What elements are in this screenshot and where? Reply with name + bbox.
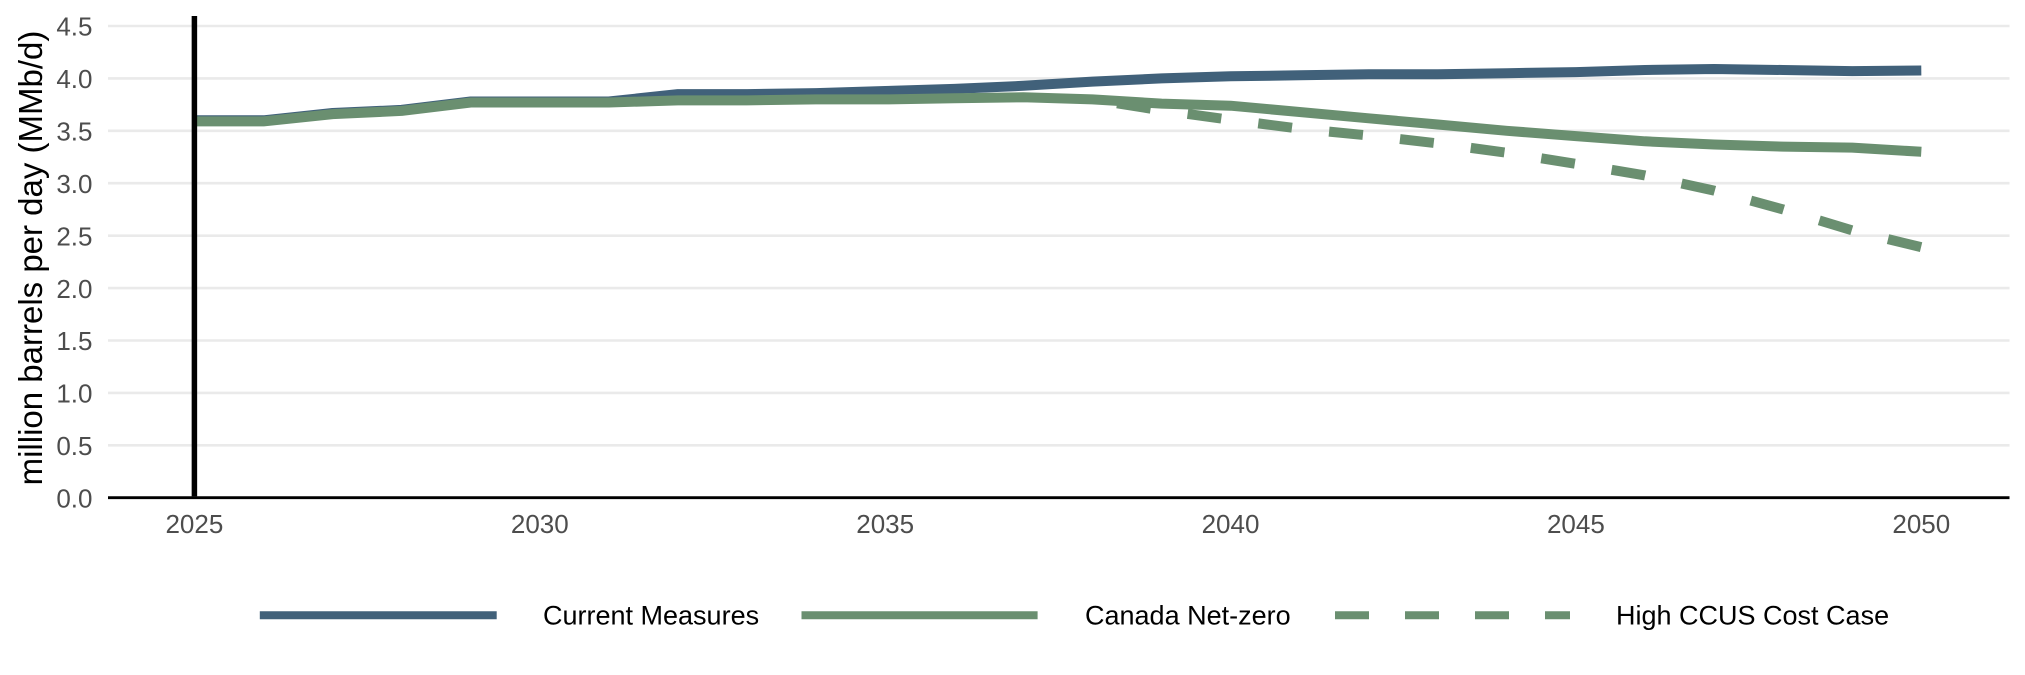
svg-text:2025: 2025 [165,509,223,539]
svg-text:3.0: 3.0 [56,169,92,199]
svg-text:2030: 2030 [511,509,569,539]
svg-text:Current Measures: Current Measures [543,601,759,631]
svg-text:0.0: 0.0 [56,483,92,513]
svg-text:Canada Net-zero: Canada Net-zero [1085,601,1291,631]
svg-text:2.0: 2.0 [56,274,92,304]
svg-text:4.0: 4.0 [56,64,92,94]
svg-text:1.0: 1.0 [56,379,92,409]
svg-text:4.5: 4.5 [56,12,92,42]
svg-text:2035: 2035 [856,509,914,539]
svg-text:2.5: 2.5 [56,221,92,251]
svg-text:0.5: 0.5 [56,431,92,461]
svg-text:High CCUS Cost Case: High CCUS Cost Case [1616,601,1889,631]
svg-text:2050: 2050 [1892,509,1950,539]
svg-text:1.5: 1.5 [56,326,92,356]
svg-text:million barrels per day (MMb/d: million barrels per day (MMb/d) [12,31,49,486]
svg-text:2040: 2040 [1202,509,1260,539]
svg-text:2045: 2045 [1547,509,1605,539]
svg-text:3.5: 3.5 [56,117,92,147]
